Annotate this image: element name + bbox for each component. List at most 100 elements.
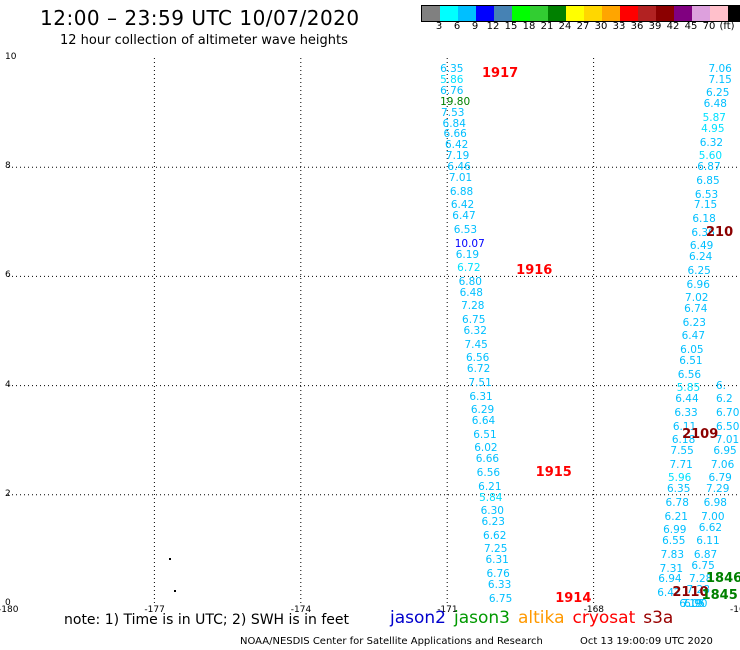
wave-height-value: 6.48	[459, 286, 483, 299]
wave-height-value: 6.42	[444, 139, 469, 152]
wave-height-value: 6.74	[684, 303, 708, 316]
credit-line: NOAA/NESDIS Center for Satellite Applica…	[240, 636, 543, 647]
wave-height-value: 5.96	[667, 472, 692, 485]
wave-height-value: 5.87	[702, 112, 726, 125]
wave-height-value: 6.48	[703, 98, 727, 111]
wave-height-value: 6.98	[703, 496, 727, 509]
page-subtitle: 12 hour collection of altimeter wave hei…	[60, 33, 348, 48]
color-scale-label: 12	[486, 21, 500, 32]
wave-height-value: 6.76	[486, 567, 510, 580]
wave-height-value: 6.75	[691, 559, 715, 572]
wave-height-value: 6.25	[687, 264, 711, 277]
wave-height-value: 6.11	[672, 420, 697, 433]
color-swatch	[620, 6, 638, 21]
wave-height-value: 7.29	[706, 483, 730, 496]
wave-height-value: 5.85	[676, 382, 701, 395]
wave-height-value: 6.78	[665, 496, 689, 509]
color-swatch	[710, 6, 728, 21]
wave-height-value: 6.18	[671, 434, 696, 447]
color-scale-label: 6	[453, 21, 461, 32]
satellite-legend-item: s3a	[643, 608, 674, 628]
color-scale-label: 33	[612, 21, 626, 32]
wave-height-value: 6.30	[480, 505, 504, 518]
wave-height-value: 6.84	[442, 117, 466, 130]
wave-height-value: 7.05	[681, 598, 706, 610]
color-swatch	[674, 6, 692, 21]
wave-height-value: 6.31	[469, 390, 493, 403]
wave-height-value: 6.79	[708, 472, 732, 485]
wave-height-value: 6.19	[679, 598, 703, 610]
satellite-legend-item: cryosat	[572, 608, 636, 628]
footer-note: note: 1) Time is in UTC; 2) SWH is in fe…	[64, 612, 350, 628]
wave-height-value: 6.32	[463, 325, 487, 337]
map-plot	[8, 58, 740, 604]
wave-height-value: 7.55	[670, 445, 694, 458]
wave-height-value: 6.18	[692, 213, 716, 226]
wave-height-value: 6.99	[663, 524, 687, 537]
wave-height-value: 6.11	[696, 535, 720, 548]
data-dot	[173, 590, 176, 593]
wave-height-value: 6.05	[680, 344, 704, 357]
wave-height-value: 6.85	[696, 174, 720, 187]
color-scale-labels: 3 6 9 12 15 18 21 24 27 30 33 36 39 42 45 70 (ft)	[421, 21, 735, 33]
wave-height-value: 7.25	[484, 543, 508, 556]
pass-time-label: 2110	[672, 585, 709, 601]
color-swatch	[584, 6, 602, 21]
wave-height-value: 6.51	[473, 428, 497, 441]
wave-height-value: 6.23	[682, 316, 706, 329]
wave-height-value: 6.87	[693, 548, 718, 561]
x-tick-label: -171	[437, 605, 458, 615]
x-tick-label: -174	[290, 605, 312, 615]
wave-height-value: 6.42	[657, 587, 681, 600]
wave-height-value: 6.33	[674, 406, 698, 419]
color-scale-label: (ft)	[719, 21, 735, 32]
color-swatch	[602, 6, 620, 21]
satellite-legend-item: altika	[518, 608, 565, 628]
wave-height-value: 6.75	[462, 314, 486, 327]
color-swatch	[440, 6, 458, 21]
color-swatch	[566, 6, 584, 21]
pass-time-label: 2109	[682, 426, 719, 442]
wave-height-value: 6.62	[698, 521, 723, 534]
wave-height-value: 7.19	[445, 150, 470, 163]
wave-height-value: 7.28	[686, 584, 710, 597]
color-scale-label: 21	[540, 21, 554, 32]
wave-height-value: 6.31	[485, 554, 509, 567]
wave-height-value: 7.06	[710, 458, 735, 471]
wave-height-value: 6.64	[471, 415, 496, 428]
wave-height-value: 6.66	[443, 128, 467, 141]
wave-height-value: 10.07	[454, 237, 485, 250]
wave-height-value: 6.33	[487, 578, 512, 591]
wave-height-value: 6.94	[658, 573, 682, 586]
wave-height-value: 6.2	[716, 393, 733, 406]
x-tick-label: -177	[144, 605, 165, 615]
wave-height-value: 5.84	[479, 491, 503, 504]
wave-height-value: 6.49	[689, 240, 714, 253]
grid-lines	[8, 58, 740, 604]
wave-height-value: 6.87	[697, 161, 721, 174]
wave-height-value: 6.56	[476, 466, 501, 479]
page-title: 12:00 – 23:59 UTC 10/07/2020	[40, 6, 360, 30]
color-swatch	[548, 6, 566, 21]
wave-height-value: 5.60	[698, 150, 723, 163]
color-scale-bar	[421, 5, 740, 22]
wave-height-value: 6.21	[478, 480, 502, 493]
satellite-legend-item: jason3	[454, 608, 510, 628]
wave-height-value: 4.95	[701, 122, 725, 135]
wave-height-value: 7.51	[468, 376, 492, 389]
color-swatch	[494, 6, 512, 21]
wave-height-value: 6.21	[664, 510, 688, 523]
wave-height-value: 6.35	[440, 62, 464, 75]
color-scale-label: 24	[558, 21, 572, 32]
pass-time-label: 210	[706, 224, 734, 240]
y-tick-label: 0	[5, 598, 11, 608]
wave-height-value: 6.72	[457, 262, 481, 275]
generation-timestamp: Oct 13 19:00:09 UTC 2020	[580, 636, 713, 647]
wave-height-value: 6.44	[675, 393, 699, 406]
color-scale-label: 27	[576, 21, 590, 32]
y-tick-label: 4	[5, 379, 11, 390]
color-scale-label: 70	[702, 21, 716, 32]
wave-height-value: 5.86	[440, 73, 464, 86]
color-scale-label: 30	[594, 21, 608, 32]
